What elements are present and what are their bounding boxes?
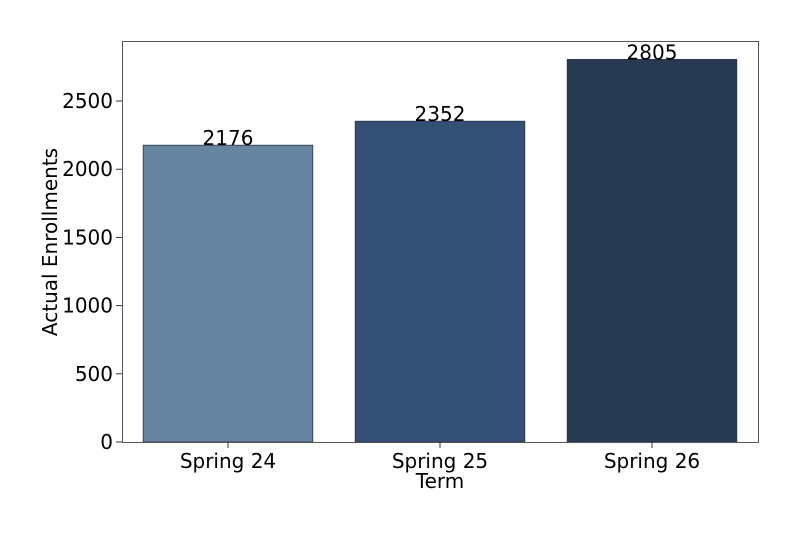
bar-value-label-1: 2352 <box>415 102 466 126</box>
x-tick-label-0: Spring 24 <box>180 449 276 473</box>
data-labels-layer: 2176 2352 2805 <box>203 40 678 150</box>
y-tick-label-1: 500 <box>75 362 113 386</box>
x-axis: Spring 24 Spring 25 Spring 26 <box>180 442 700 473</box>
x-tick-label-1: Spring 25 <box>392 449 488 473</box>
y-tick-label-5: 2500 <box>62 89 113 113</box>
bar-2 <box>566 59 738 443</box>
bar-value-label-2: 2805 <box>627 40 678 64</box>
bar-value-label-0: 2176 <box>203 126 254 150</box>
x-axis-title: Term <box>415 469 464 493</box>
y-axis: 0 500 1000 1500 2000 2500 <box>62 89 122 454</box>
y-tick-label-3: 1500 <box>62 225 113 249</box>
bars-layer <box>142 59 738 443</box>
y-axis-title: Actual Enrollments <box>38 148 62 336</box>
y-tick-label-2: 1000 <box>62 294 113 318</box>
y-tick-label-4: 2000 <box>62 157 113 181</box>
y-tick-label-0: 0 <box>100 430 113 454</box>
bar-0 <box>142 144 314 443</box>
x-tick-label-2: Spring 26 <box>604 449 700 473</box>
bar-1 <box>354 120 526 443</box>
